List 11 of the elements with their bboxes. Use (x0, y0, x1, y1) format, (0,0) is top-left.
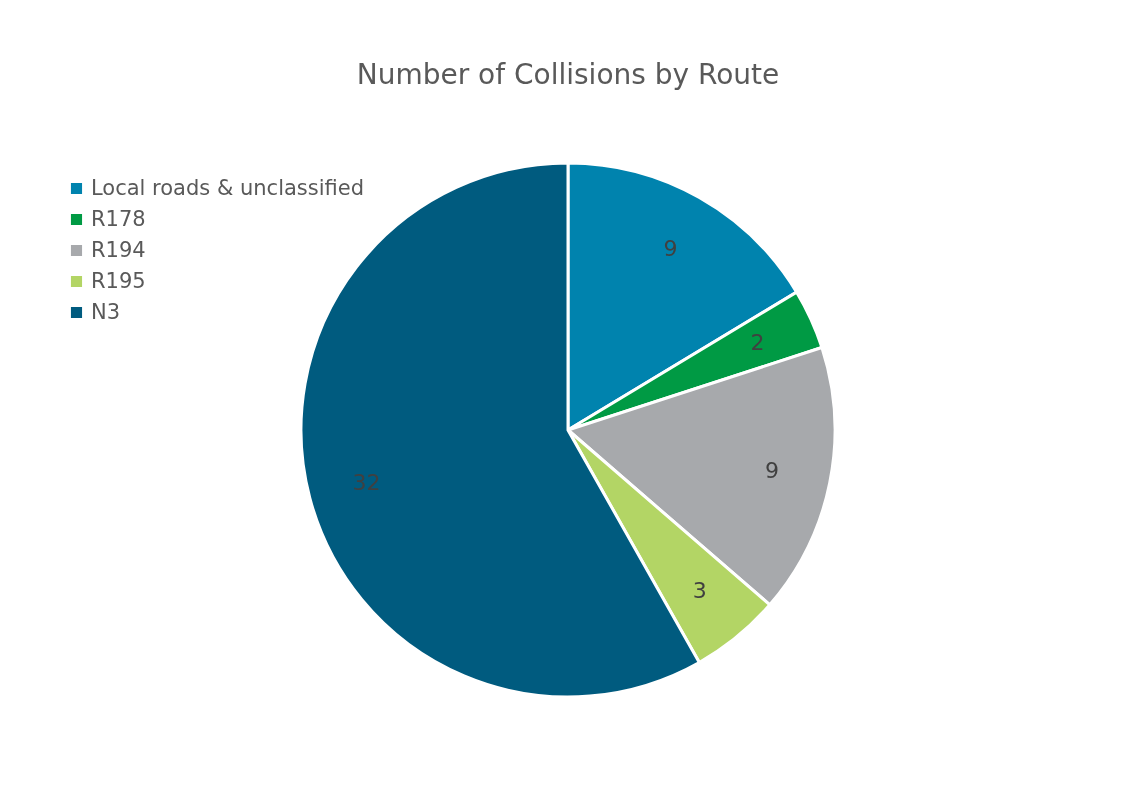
chart-title: Number of Collisions by Route (356, 58, 780, 91)
data-label: 9 (663, 235, 678, 261)
legend-label: Local roads & unclassified (91, 175, 365, 200)
legend-label: R195 (91, 268, 146, 293)
legend-label: R194 (91, 237, 146, 262)
legend-label: R178 (91, 206, 146, 231)
data-label: 2 (750, 330, 765, 356)
data-label: 32 (352, 469, 381, 495)
legend-label: N3 (91, 299, 121, 324)
data-label: 3 (692, 578, 707, 604)
data-label: 9 (765, 458, 780, 484)
